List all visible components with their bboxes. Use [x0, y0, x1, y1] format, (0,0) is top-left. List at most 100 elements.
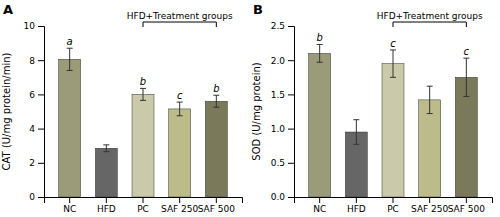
error-line [143, 88, 144, 100]
y-label: CAT (U/mg protein/min) [1, 52, 12, 170]
tick-mark [466, 197, 467, 203]
error-cap [427, 113, 433, 114]
bar-labels: abcb [67, 36, 220, 101]
tick-label: 1.5 [271, 90, 285, 100]
y-tick: 10 [24, 21, 44, 31]
tick-label: SAF 250 [411, 204, 449, 214]
error-bar [177, 102, 183, 116]
error-cap [463, 58, 469, 59]
tick-mark [69, 197, 70, 203]
error-line [356, 120, 357, 145]
error-cap [213, 107, 219, 108]
tick-mark [356, 197, 357, 203]
error-cap [213, 95, 219, 96]
y-tick: 0.5 [271, 158, 294, 168]
title: B [253, 2, 263, 17]
tick-mark [106, 197, 107, 203]
x-tick: SAF 250 [161, 197, 199, 214]
error-line [466, 58, 467, 96]
error-cap [140, 88, 146, 89]
error-cap [463, 96, 469, 97]
bracket-text: HFD+Treatment groups [127, 11, 233, 21]
y-tick: 2.0 [271, 56, 294, 66]
tick-mark [38, 197, 44, 198]
tick-mark [38, 60, 44, 61]
error-line [179, 102, 180, 116]
x-tick: PC [387, 197, 399, 214]
bar [169, 109, 191, 197]
y-tick: 2.5 [271, 21, 294, 31]
bar [59, 59, 81, 197]
chart-svg: 0246810NCHFDPCSAF 250SAF 500abcbHFD+Trea… [0, 0, 500, 217]
y-tick: 4 [29, 124, 44, 134]
error-cap [67, 70, 73, 71]
error-line [429, 86, 430, 113]
error-cap [67, 48, 73, 49]
tick-mark [38, 94, 44, 95]
y-tick: 8 [29, 56, 44, 66]
tick-label: 0 [29, 192, 35, 202]
error-cap [103, 144, 109, 145]
bracket-line [393, 22, 466, 27]
tick-label: HFD [97, 204, 116, 214]
bar-label: a [67, 36, 73, 47]
error-bar [103, 145, 109, 152]
tick-mark [179, 197, 180, 203]
tick-mark [143, 197, 144, 203]
marks [309, 44, 478, 197]
tick-mark [288, 163, 294, 164]
bracket: HFD+Treatment groups [127, 11, 233, 27]
tick-mark [38, 26, 44, 27]
tick-label: 2 [29, 158, 35, 168]
tick-label: NC [63, 204, 76, 214]
tick-mark [288, 60, 294, 61]
x-tick: SAF 250 [411, 197, 449, 214]
x-tick: SAF 500 [448, 197, 486, 214]
x-tick: HFD [97, 197, 116, 214]
error-cap [103, 151, 109, 152]
y-tick: 0 [29, 192, 44, 202]
bar [95, 148, 117, 197]
tick-label: 10 [24, 21, 36, 31]
tick-label: 4 [29, 124, 35, 134]
x-tick: NC [63, 197, 76, 214]
y-tick: 1.5 [271, 90, 294, 100]
tick-mark [288, 94, 294, 95]
tick-mark [319, 197, 320, 203]
error-line [69, 48, 70, 70]
tick-mark [288, 197, 294, 198]
tick-label: PC [387, 204, 399, 214]
error-cap [177, 115, 183, 116]
x-tick: HFD [347, 197, 366, 214]
error-line [393, 50, 394, 77]
error-bar [353, 120, 359, 145]
bar-label: c [464, 46, 470, 57]
axis-line [38, 27, 45, 198]
bar [419, 100, 441, 197]
error-cap [140, 100, 146, 101]
tick-label: 0.5 [271, 158, 285, 168]
tick-mark [38, 163, 44, 164]
bracket: HFD+Treatment groups [377, 11, 483, 27]
bar [309, 53, 331, 197]
error-bar [317, 44, 323, 62]
error-line [319, 44, 320, 62]
tick-mark [216, 197, 217, 203]
error-line [106, 145, 107, 152]
error-cap [427, 86, 433, 87]
bar-labels: bcc [316, 32, 469, 57]
x-tick: SAF 500 [198, 197, 236, 214]
y-tick: 6 [29, 90, 44, 100]
error-cap [353, 144, 359, 145]
error-cap [390, 49, 396, 50]
tick-label: PC [137, 204, 149, 214]
marks [59, 48, 228, 197]
error-line [216, 95, 217, 107]
tick-label: SAF 500 [448, 204, 486, 214]
bar [132, 94, 154, 197]
bar-label: c [390, 38, 396, 49]
tick-label: 6 [29, 90, 35, 100]
error-cap [177, 102, 183, 103]
y-axis: 0.00.51.01.52.02.5 [271, 21, 295, 202]
error-bar [140, 88, 146, 100]
